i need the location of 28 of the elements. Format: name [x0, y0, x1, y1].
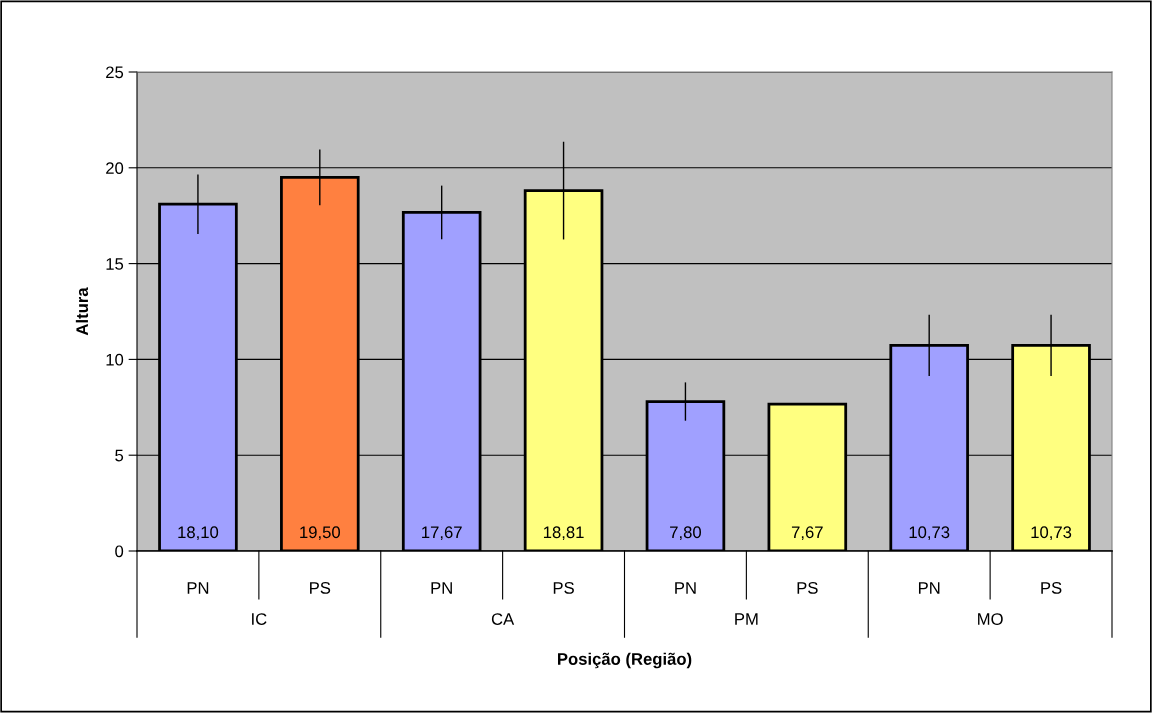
data-label: 7,67	[791, 526, 823, 541]
x-tick-label: PN	[918, 582, 940, 594]
data-label: 10,73	[1031, 526, 1072, 541]
x-tick-label: PS	[797, 582, 818, 594]
text: IC	[252, 613, 267, 625]
text: PM	[735, 613, 758, 625]
y-tick-label: 20	[106, 162, 124, 174]
data-label: 19,50	[300, 526, 341, 541]
data-label: 18,10	[178, 526, 219, 541]
y-tick-label: 5	[115, 449, 124, 462]
x-tick-label: PN	[675, 582, 696, 594]
x-axis-title: Posição (Região)	[558, 652, 692, 669]
x-tick-label: PN	[431, 582, 452, 594]
text: MO	[978, 613, 1003, 625]
data-label: 17,67	[422, 526, 462, 541]
x-tick-label: PS	[310, 582, 331, 594]
data-label: 7,80	[670, 526, 702, 541]
y-tick-label: 15	[106, 258, 124, 270]
data-label: 18,81	[543, 526, 584, 541]
y-tick-label: 10	[106, 353, 124, 366]
y-tick-label: 25	[106, 66, 124, 79]
x-tick-label: PS	[553, 582, 574, 594]
x-tick-label: PN	[187, 582, 209, 594]
x-tick-label: PS	[1041, 582, 1062, 594]
y-tick-label: 0	[115, 545, 124, 558]
y-axis-title: Altura	[75, 287, 89, 336]
data-label: 10,73	[909, 526, 950, 541]
text: CA	[491, 613, 515, 625]
